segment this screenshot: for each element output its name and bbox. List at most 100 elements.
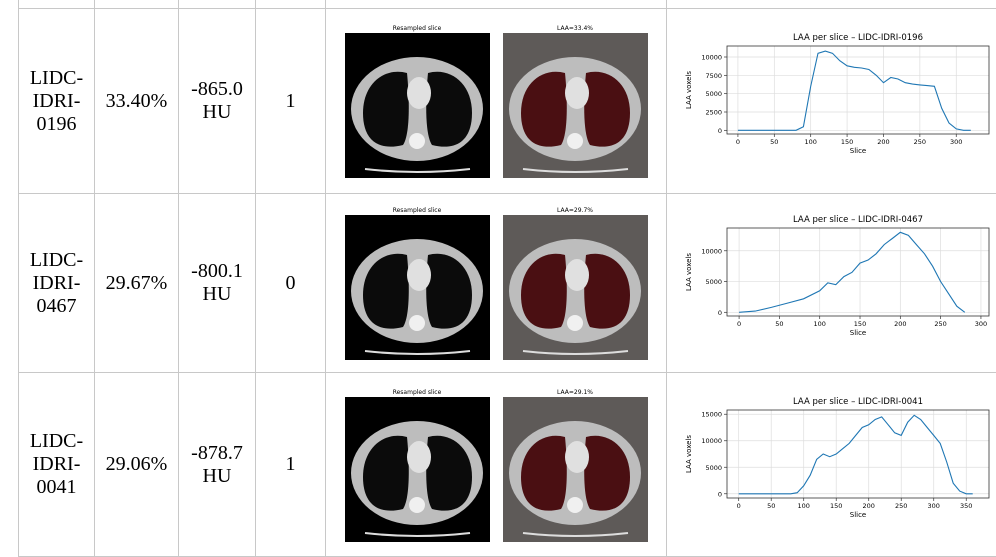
ct-image <box>503 33 648 178</box>
x-tick-label: 250 <box>913 138 925 146</box>
plot-frame <box>727 410 989 498</box>
ct-spine <box>409 315 425 331</box>
plot-frame <box>727 46 989 134</box>
image-figure: Resampled slice <box>345 24 490 178</box>
x-tick-label: 350 <box>960 502 972 510</box>
ct-heart <box>565 441 589 473</box>
cell-label: 1 <box>256 373 326 557</box>
x-tick-label: 100 <box>804 138 816 146</box>
y-tick-label: 5000 <box>705 278 722 286</box>
ct-heart <box>565 77 589 109</box>
y-axis-label: LAA voxels <box>685 71 693 109</box>
x-tick-label: 50 <box>767 502 775 510</box>
y-tick-label: 5000 <box>705 463 722 471</box>
plot-frame <box>727 228 989 316</box>
cell-images: Resampled slice LAA=33.4% <box>326 9 667 194</box>
chart-title: LAA per slice – LIDC-IDRI-0467 <box>793 215 923 225</box>
image-caption: Resampled slice <box>393 24 442 33</box>
x-axis-label: Slice <box>849 511 866 519</box>
cell-images: Resampled slice LAA=29.7% <box>326 194 667 373</box>
data-line <box>738 415 972 494</box>
x-tick-label: 150 <box>853 320 865 328</box>
ct-spine <box>567 133 583 149</box>
x-tick-label: 200 <box>877 138 889 146</box>
y-tick-label: 15000 <box>701 410 722 418</box>
image-pair: Resampled slice LAA=33.4% <box>326 24 666 178</box>
y-tick-label: 10000 <box>701 437 722 445</box>
line-chart: LAA per slice – LIDC-IDRI-01960250050007… <box>677 28 996 168</box>
chart-title: LAA per slice – LIDC-IDRI-0196 <box>793 33 923 43</box>
ct-spine <box>409 133 425 149</box>
chart-title: LAA per slice – LIDC-IDRI-0041 <box>793 397 923 407</box>
data-line <box>739 232 965 312</box>
x-tick-label: 300 <box>950 138 962 146</box>
x-tick-label: 300 <box>927 502 939 510</box>
cell-label: 1 <box>256 9 326 194</box>
ct-image <box>345 33 490 178</box>
x-tick-label: 50 <box>775 320 783 328</box>
cell-mean-hu: -800.1 HU <box>179 194 256 373</box>
ct-image <box>503 215 648 360</box>
rule <box>666 0 667 8</box>
ct-image <box>345 215 490 360</box>
y-tick-label: 7500 <box>705 72 722 80</box>
y-tick-label: 5000 <box>705 90 722 98</box>
image-caption: Resampled slice <box>393 206 442 215</box>
image-caption: Resampled slice <box>393 388 442 397</box>
x-tick-label: 150 <box>830 502 842 510</box>
x-tick-label: 50 <box>770 138 778 146</box>
image-caption: LAA=33.4% <box>557 24 593 33</box>
x-tick-label: 250 <box>895 502 907 510</box>
cell-chart: LAA per slice – LIDC-IDRI-0467 0 5000 10000… <box>667 194 996 373</box>
x-tick-label: 0 <box>736 502 740 510</box>
x-tick-label: 0 <box>735 138 739 146</box>
y-tick-label: 10000 <box>701 54 722 62</box>
y-axis-label: LAA voxels <box>685 253 693 291</box>
y-tick-label: 0 <box>717 309 721 317</box>
cell-mean-hu: -878.7 HU <box>179 373 256 557</box>
x-tick-label: 250 <box>934 320 946 328</box>
x-tick-label: 150 <box>840 138 852 146</box>
y-axis-label: LAA voxels <box>685 434 693 472</box>
page: LIDC-IDRI-019633.40%-865.0 HU1Resampled … <box>0 0 996 556</box>
y-tick-label: 0 <box>717 490 721 498</box>
y-tick-label: 10000 <box>701 247 722 255</box>
x-tick-label: 0 <box>737 320 741 328</box>
line-chart: LAA per slice – LIDC-IDRI-0041 0 5000 10000… <box>677 392 996 532</box>
x-tick-label: 300 <box>974 320 986 328</box>
x-axis-label: Slice <box>849 147 866 155</box>
rule <box>178 0 179 8</box>
image-caption: LAA=29.7% <box>557 206 593 215</box>
image-figure: Resampled slice <box>345 388 490 542</box>
image-figure: LAA=33.4% <box>503 24 648 178</box>
rule <box>18 0 19 8</box>
ct-image <box>345 397 490 542</box>
image-figure: LAA=29.7% <box>503 206 648 360</box>
line-chart: LAA per slice – LIDC-IDRI-0467 0 5000 10000… <box>677 210 996 350</box>
cell-id: LIDC-IDRI-0041 <box>19 373 95 557</box>
ct-heart <box>407 77 431 109</box>
y-tick-label: 0 <box>717 127 721 135</box>
rule <box>94 0 95 8</box>
cell-id: LIDC-IDRI-0196 <box>19 9 95 194</box>
data-line <box>737 51 970 130</box>
cell-laa: 29.67% <box>95 194 179 373</box>
rule <box>325 0 326 8</box>
cell-id: LIDC-IDRI-0467 <box>19 194 95 373</box>
ct-spine <box>567 497 583 513</box>
cell-chart: LAA per slice – LIDC-IDRI-0041 0 5000 10000… <box>667 373 996 557</box>
cell-label: 0 <box>256 194 326 373</box>
cell-laa: 33.40% <box>95 9 179 194</box>
cell-laa: 29.06% <box>95 373 179 557</box>
ct-spine <box>567 315 583 331</box>
ct-heart <box>565 259 589 291</box>
image-pair: Resampled slice LAA=29.7% <box>326 206 666 360</box>
image-figure: Resampled slice <box>345 206 490 360</box>
x-axis-label: Slice <box>849 329 866 337</box>
